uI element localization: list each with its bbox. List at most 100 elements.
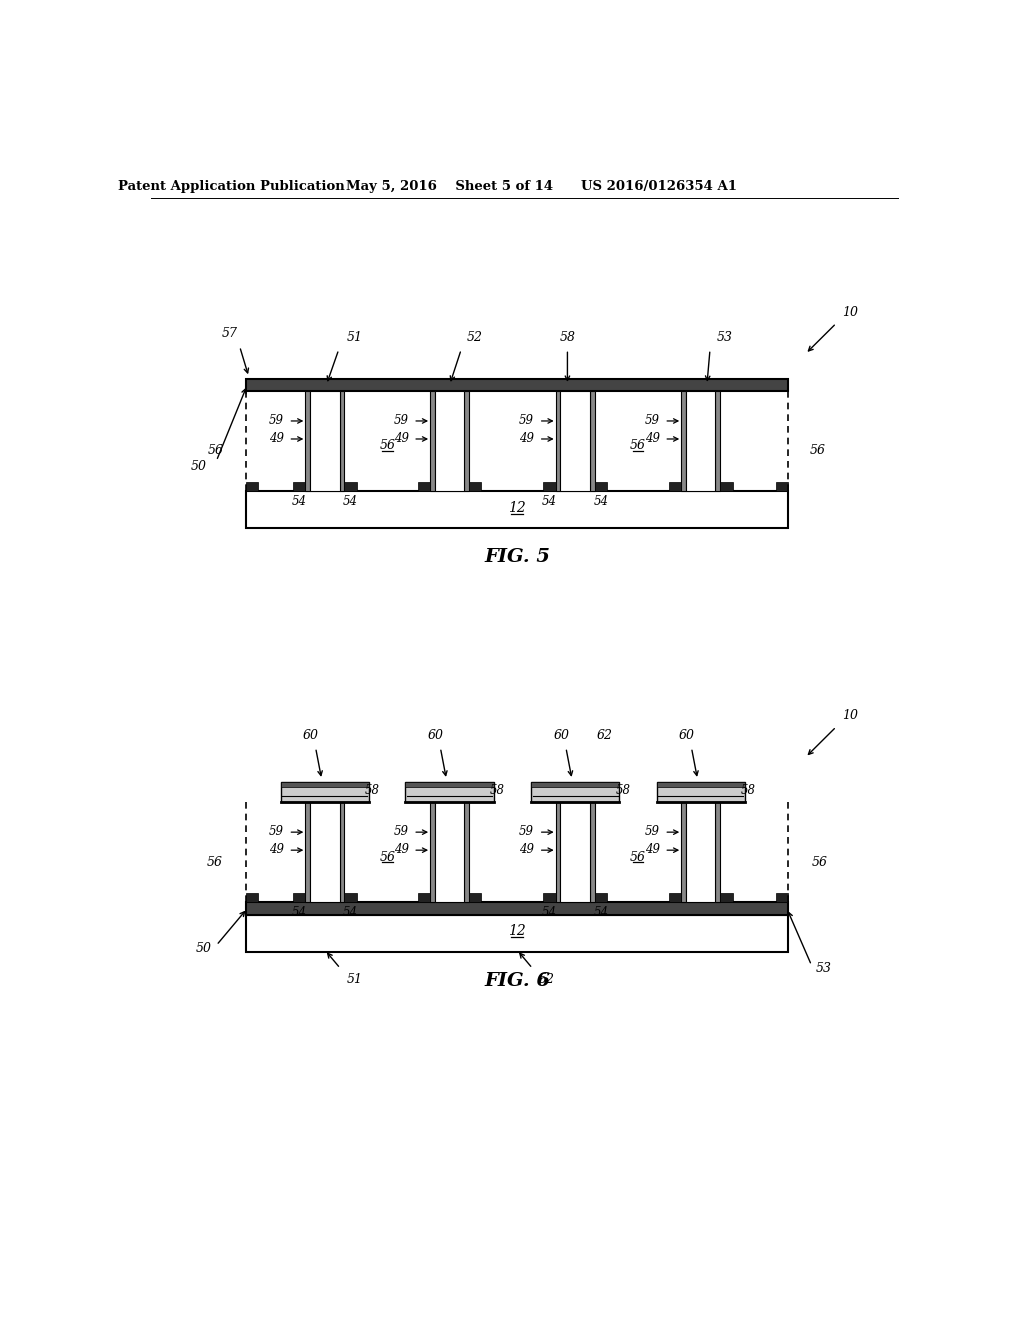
Text: 60: 60 — [303, 729, 318, 742]
Bar — [293, 892, 305, 903]
Text: 58: 58 — [489, 784, 505, 797]
Text: 57: 57 — [222, 327, 238, 341]
Text: 56: 56 — [208, 445, 224, 458]
Bar — [310, 803, 340, 903]
Bar — [246, 892, 258, 903]
Text: 59: 59 — [393, 413, 409, 426]
Text: 59: 59 — [519, 413, 535, 426]
Text: 54: 54 — [343, 495, 358, 508]
Text: 49: 49 — [645, 432, 659, 445]
Text: 56: 56 — [812, 855, 827, 869]
Bar — [418, 892, 430, 903]
Text: 50: 50 — [191, 459, 207, 473]
Text: 60: 60 — [553, 729, 569, 742]
Text: 49: 49 — [519, 843, 535, 855]
Bar — [560, 803, 590, 903]
Text: 56: 56 — [379, 440, 395, 453]
Bar — [430, 803, 435, 903]
Bar — [776, 482, 788, 491]
Bar — [686, 391, 716, 491]
Text: 58: 58 — [615, 784, 631, 797]
Text: 60: 60 — [428, 729, 443, 742]
Text: 12: 12 — [508, 924, 526, 939]
Bar — [590, 391, 595, 491]
Bar — [246, 491, 788, 528]
Text: 52: 52 — [539, 973, 555, 986]
Text: 54: 54 — [542, 907, 557, 920]
Text: 50: 50 — [196, 942, 212, 954]
Text: 54: 54 — [292, 495, 307, 508]
Bar — [544, 482, 556, 491]
Text: FIG. 5: FIG. 5 — [484, 548, 550, 566]
Bar — [544, 892, 556, 903]
Text: Patent Application Publication: Patent Application Publication — [118, 180, 344, 193]
Bar — [720, 482, 732, 491]
Bar — [556, 803, 560, 903]
Text: 54: 54 — [593, 907, 608, 920]
Text: 59: 59 — [519, 825, 535, 838]
Text: 53: 53 — [816, 962, 833, 975]
Text: 51: 51 — [346, 973, 362, 986]
Bar — [281, 781, 369, 803]
Bar — [686, 803, 716, 903]
Text: 60: 60 — [679, 729, 694, 742]
Bar — [246, 915, 788, 952]
Text: 49: 49 — [393, 843, 409, 855]
Text: 58: 58 — [366, 784, 380, 797]
Text: 58: 58 — [741, 784, 756, 797]
Bar — [418, 482, 430, 491]
Bar — [590, 803, 595, 903]
Text: 52: 52 — [467, 331, 482, 345]
Bar — [310, 391, 340, 491]
Bar — [305, 391, 310, 491]
Text: 56: 56 — [810, 445, 826, 458]
Bar — [406, 781, 494, 787]
Text: 56: 56 — [379, 850, 395, 863]
Bar — [531, 781, 620, 787]
Text: 54: 54 — [343, 907, 358, 920]
Text: 59: 59 — [645, 825, 659, 838]
Text: 59: 59 — [645, 413, 659, 426]
Bar — [469, 892, 481, 903]
Bar — [656, 781, 744, 787]
Bar — [293, 482, 305, 491]
Text: 54: 54 — [292, 907, 307, 920]
Bar — [556, 391, 560, 491]
Text: 56: 56 — [630, 440, 646, 453]
Text: 49: 49 — [645, 843, 659, 855]
Text: 56: 56 — [630, 850, 646, 863]
Bar — [531, 781, 620, 803]
Bar — [344, 892, 356, 903]
Bar — [595, 482, 607, 491]
Bar — [464, 391, 469, 491]
Bar — [344, 482, 356, 491]
Bar — [716, 391, 720, 491]
Text: 54: 54 — [542, 495, 557, 508]
Bar — [681, 803, 686, 903]
Text: 59: 59 — [268, 413, 284, 426]
Bar — [406, 781, 494, 803]
Bar — [430, 391, 435, 491]
Bar — [669, 892, 681, 903]
Bar — [669, 482, 681, 491]
Bar — [464, 803, 469, 903]
Bar — [281, 781, 369, 787]
Text: US 2016/0126354 A1: US 2016/0126354 A1 — [581, 180, 737, 193]
Text: 49: 49 — [519, 432, 535, 445]
Bar — [246, 379, 788, 391]
Bar — [305, 803, 310, 903]
Bar — [776, 892, 788, 903]
Bar — [720, 892, 732, 903]
Text: 54: 54 — [593, 495, 608, 508]
Bar — [435, 803, 464, 903]
Bar — [595, 892, 607, 903]
Text: 53: 53 — [716, 331, 732, 345]
Text: 62: 62 — [597, 729, 612, 742]
Text: 10: 10 — [843, 305, 858, 318]
Text: May 5, 2016    Sheet 5 of 14: May 5, 2016 Sheet 5 of 14 — [346, 180, 553, 193]
Bar — [469, 482, 481, 491]
Bar — [340, 391, 344, 491]
Text: 51: 51 — [346, 331, 362, 345]
Text: 49: 49 — [393, 432, 409, 445]
Text: 59: 59 — [393, 825, 409, 838]
